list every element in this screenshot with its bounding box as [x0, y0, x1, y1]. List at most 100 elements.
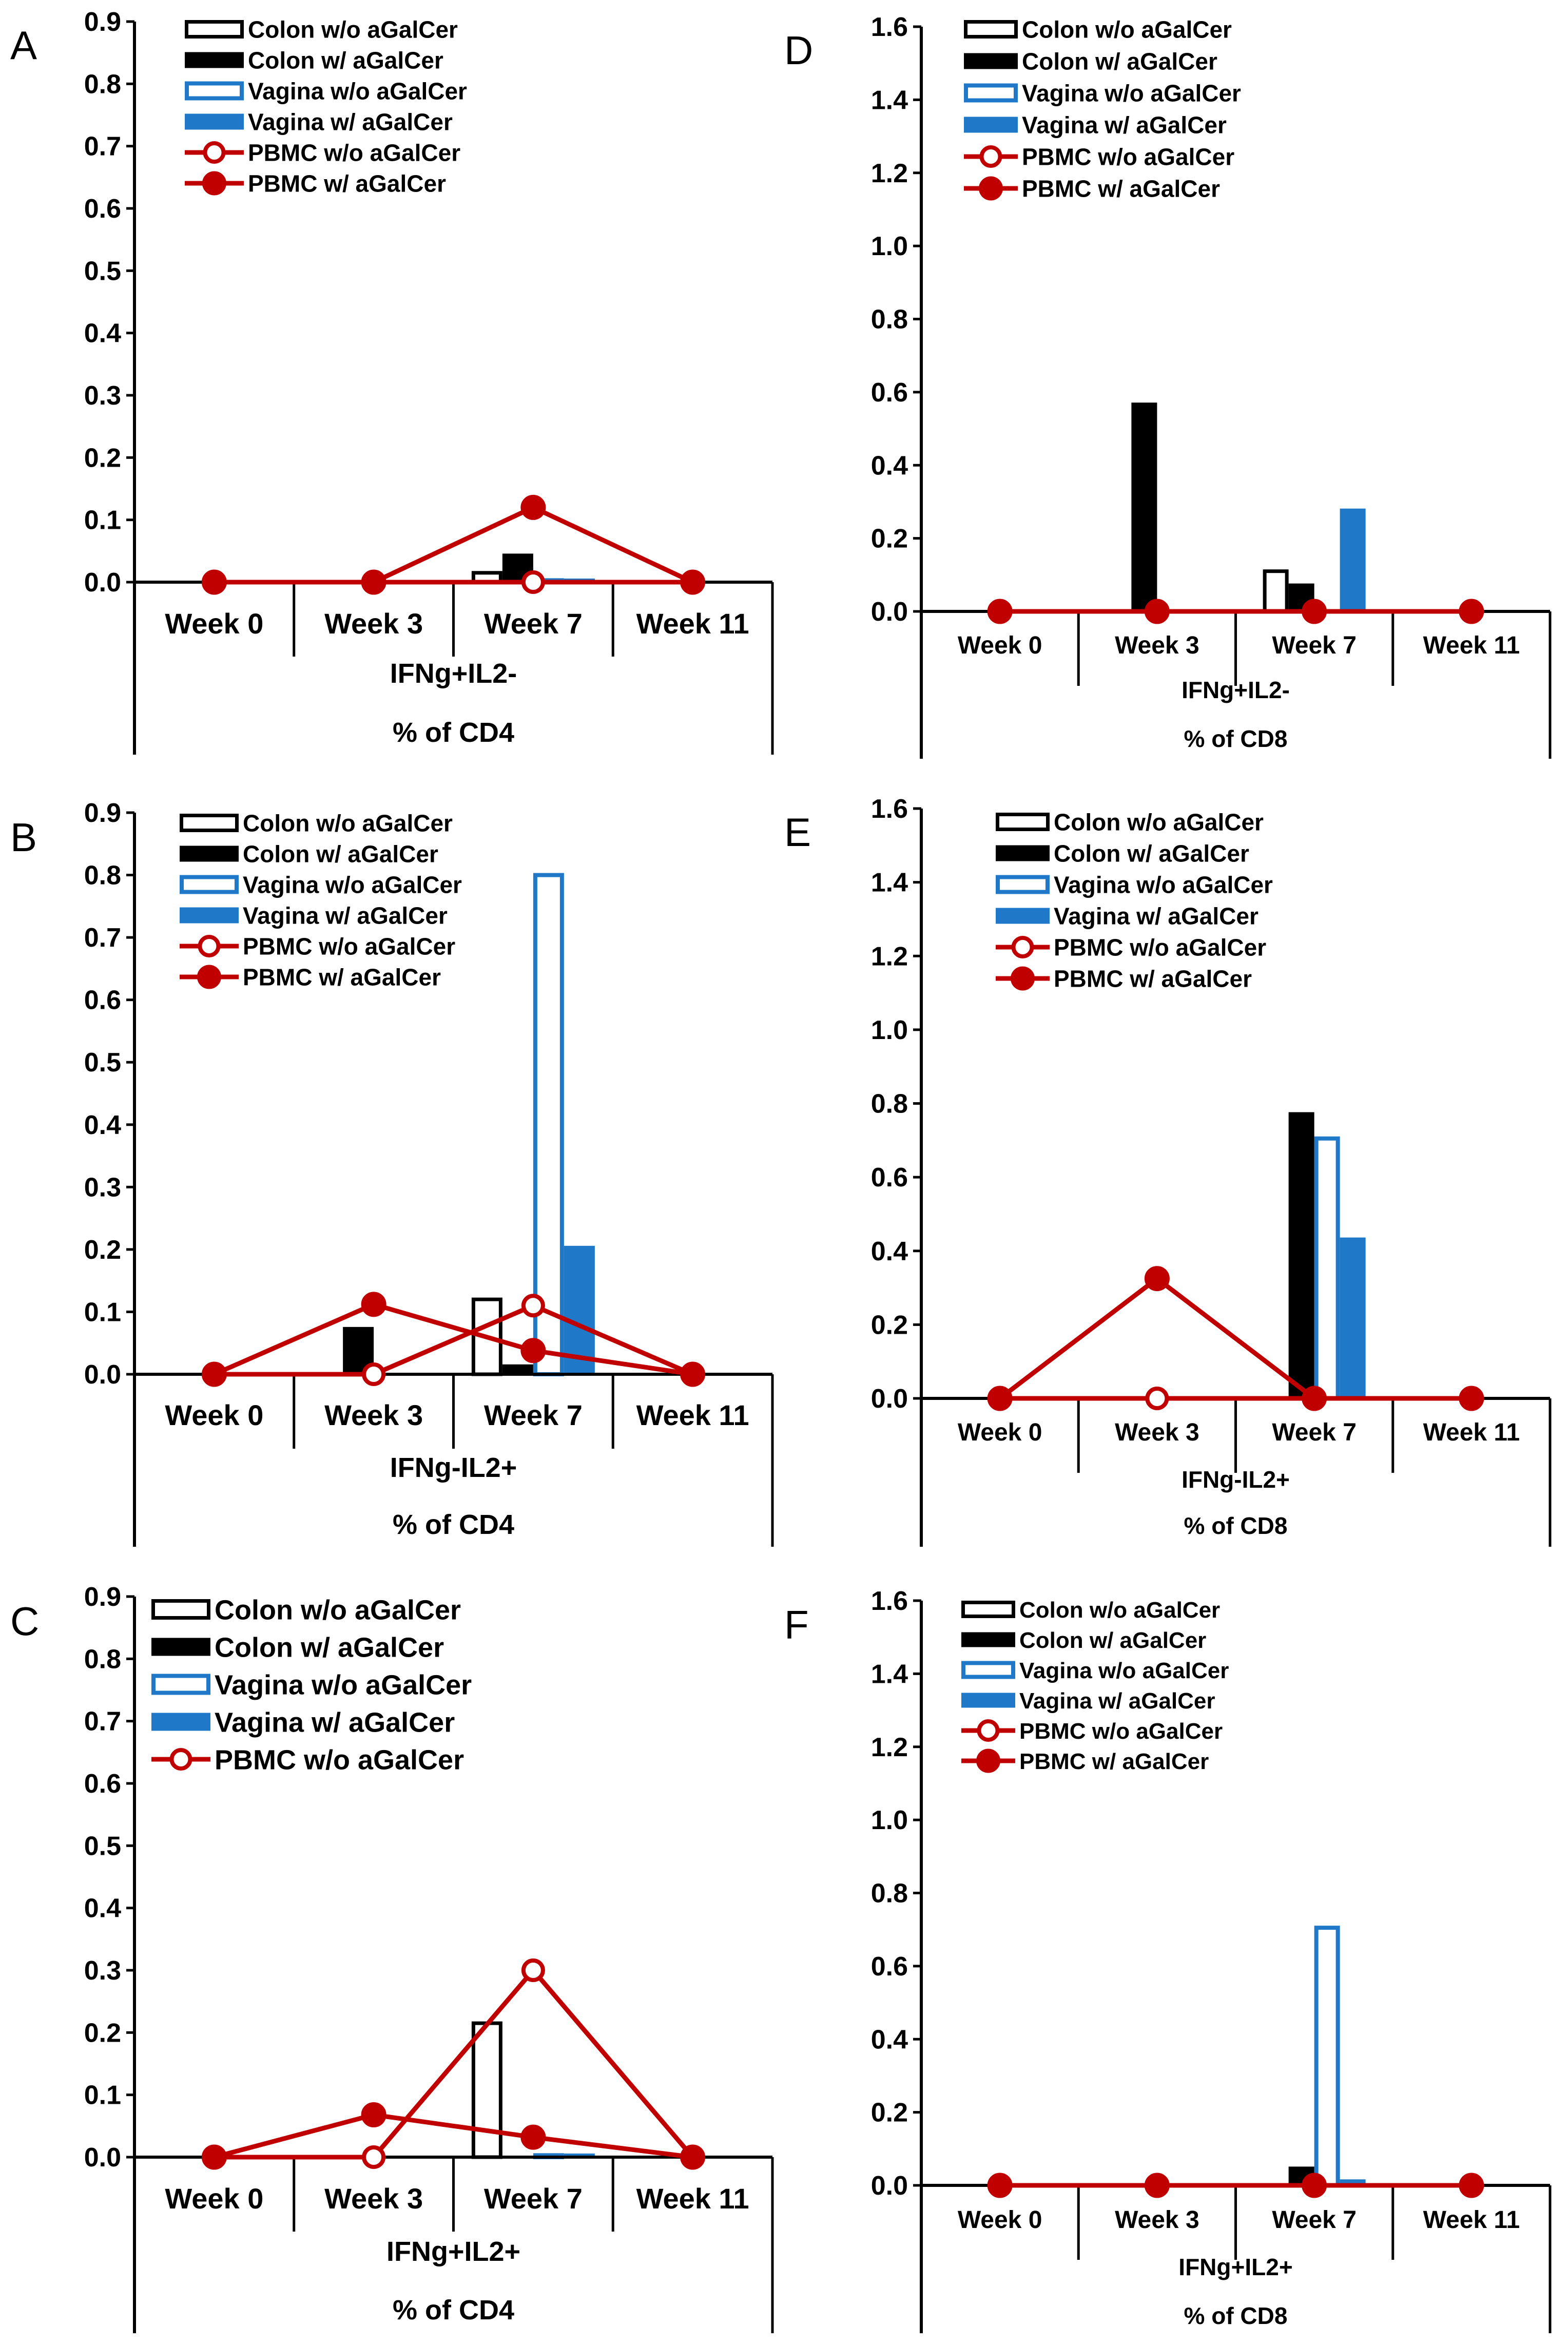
y-tick-label: 0.0: [84, 568, 121, 598]
legend-label: PBMC w/ aGalCer: [248, 170, 446, 197]
legend: Colon w/o aGalCer Colon w/ aGalCer Vagina …: [185, 16, 467, 197]
point-pbmc-w-agalcer-1: [361, 2102, 386, 2127]
point-pbmc-w-agalcer-3: [1459, 2173, 1484, 2198]
legend: Colon w/o aGalCer Colon w/ aGalCer Vagina …: [961, 1598, 1229, 1774]
point-pbmc-w-agalcer-2: [520, 1338, 546, 1363]
bar-colon-w-agalcer-1: [1131, 402, 1157, 612]
y-tick-label: 0.6: [871, 1163, 908, 1193]
point-pbmc-w-agalcer-0: [201, 1361, 227, 1387]
point-pbmc-w-agalcer-2: [1302, 1386, 1327, 1411]
bar-vagina-w-agalcer-2: [1340, 508, 1366, 612]
x-category-label: Week 11: [636, 2182, 749, 2215]
point-pbmc-w-o-agalcer-1: [362, 2145, 386, 2169]
y-tick-label: 0.6: [84, 1769, 121, 1799]
x-category-label: Week 7: [484, 607, 583, 640]
y-tick-label: 0.0: [84, 1360, 121, 1390]
x-category-label: Week 0: [958, 632, 1042, 659]
legend-label: PBMC w/o aGalCer: [1022, 144, 1234, 170]
legend-marker: [169, 1748, 192, 1771]
y-tick-label: 0.6: [84, 194, 121, 224]
point-pbmc-w-o-agalcer-1: [1145, 1387, 1169, 1410]
x-axis-label: % of CD4: [393, 1509, 514, 1540]
point-pbmc-w-o-agalcer-2: [521, 1294, 545, 1318]
point-pbmc-w-agalcer-3: [1459, 1386, 1484, 1411]
y-tick-label: 0.1: [84, 2081, 121, 2110]
y-tick-label: 0.8: [84, 69, 121, 99]
x-category-label: Week 0: [165, 607, 263, 640]
point-pbmc-w-agalcer-2: [520, 2124, 546, 2150]
legend: Colon w/o aGalCer Colon w/ aGalCer Vagina …: [180, 810, 462, 991]
legend-swatch: [151, 1713, 210, 1731]
legend-label: Vagina w/o aGalCer: [243, 872, 462, 898]
x-category-label: Week 11: [636, 1399, 749, 1431]
legend-swatch: [151, 1674, 210, 1695]
legend-swatch: [961, 1661, 1015, 1679]
chart-panel-b: B 0.0 0.1 0.2 0.3 0.4 0.5 0.6 0.7 0.8 0.9 Week 0 Wee…: [10, 798, 774, 1547]
y-tick-label: 0.5: [84, 1831, 121, 1861]
panel-letter: C: [10, 1599, 39, 1644]
line-pbmc-w-agalcer: [214, 505, 694, 585]
y-tick-label: 0.2: [871, 1310, 908, 1340]
x-category-label: Week 11: [1423, 1419, 1520, 1446]
legend-marker: [198, 935, 221, 957]
point-pbmc-w-agalcer-0: [987, 599, 1013, 624]
legend-swatch: [996, 875, 1050, 894]
y-tick-label: 1.0: [871, 1805, 908, 1835]
legend: Colon w/o aGalCer Colon w/ aGalCer Vagina …: [964, 16, 1241, 202]
y-tick-label: 0.2: [871, 524, 908, 554]
x-category-label: Week 7: [484, 1399, 583, 1431]
x-category-label: Week 3: [1115, 1419, 1199, 1446]
bar-colon-w-o-agalcer-2: [1263, 569, 1289, 613]
line-pbmc-w-o-agalcer: [214, 1303, 694, 1377]
legend-swatch: [180, 907, 239, 924]
legend-swatch: [964, 83, 1018, 103]
legend-swatch: [185, 52, 244, 68]
y-tick-label: 0.5: [84, 256, 121, 286]
y-tick-label: 0.3: [84, 381, 121, 411]
legend-label: Colon w/o aGalCer: [215, 1594, 461, 1625]
legend-swatch: [151, 1599, 210, 1620]
legend-label: Colon w/ aGalCer: [248, 47, 443, 74]
x-axis-label: IFNg+IL2+: [386, 2236, 520, 2267]
point-pbmc-w-agalcer-1: [1144, 2173, 1170, 2198]
x-category-label: Week 0: [958, 2206, 1042, 2234]
legend-label: PBMC w/ aGalCer: [1022, 176, 1220, 202]
line-pbmc-w-agalcer: [998, 1276, 1472, 1401]
y-tick-label: 0.1: [84, 506, 121, 535]
x-axis-label: % of CD4: [393, 717, 514, 748]
y-tick-label: 1.4: [871, 1659, 908, 1689]
legend-label: PBMC w/ aGalCer: [1054, 966, 1252, 992]
legend-label: Colon w/ aGalCer: [215, 1632, 444, 1663]
y-tick-label: 0.7: [84, 923, 121, 953]
legend-marker: [1011, 936, 1034, 958]
legend-swatch: [185, 20, 244, 39]
y-tick-label: 0.7: [84, 1707, 121, 1737]
legend-label: Colon w/o aGalCer: [248, 16, 458, 43]
y-tick-label: 1.6: [871, 1586, 908, 1616]
legend-label: Colon w/ aGalCer: [1054, 840, 1249, 867]
legend-label: Colon w/ aGalCer: [243, 841, 438, 868]
y-tick-label: 1.4: [871, 85, 908, 115]
legend-swatch: [964, 53, 1018, 69]
y-tick-label: 1.2: [871, 159, 908, 188]
x-category-label: Week 3: [1115, 2206, 1199, 2234]
legend-label: Vagina w/ aGalCer: [1019, 1688, 1215, 1714]
x-axis-label: IFNg-IL2+: [1182, 1466, 1290, 1493]
legend-swatch: [180, 846, 239, 862]
y-tick-label: 0.1: [84, 1297, 121, 1327]
panel-letter: A: [10, 23, 37, 68]
legend-label: Vagina w/ aGalCer: [248, 109, 453, 136]
legend-swatch: [961, 1693, 1015, 1708]
y-tick-label: 0.0: [871, 2171, 908, 2201]
point-pbmc-w-agalcer-3: [680, 1361, 706, 1387]
legend-label: Colon w/ aGalCer: [1019, 1628, 1206, 1653]
point-pbmc-w-agalcer-3: [1459, 599, 1484, 624]
legend-swatch: [964, 117, 1018, 133]
x-category-label: Week 3: [324, 1399, 423, 1431]
bar-colon-w-agalcer-2: [1288, 1112, 1314, 1399]
legend-label: Colon w/o aGalCer: [243, 810, 453, 837]
point-pbmc-w-o-agalcer-1: [362, 1362, 386, 1386]
panel-letter: F: [784, 1602, 809, 1647]
point-pbmc-w-agalcer-2: [1302, 599, 1327, 624]
